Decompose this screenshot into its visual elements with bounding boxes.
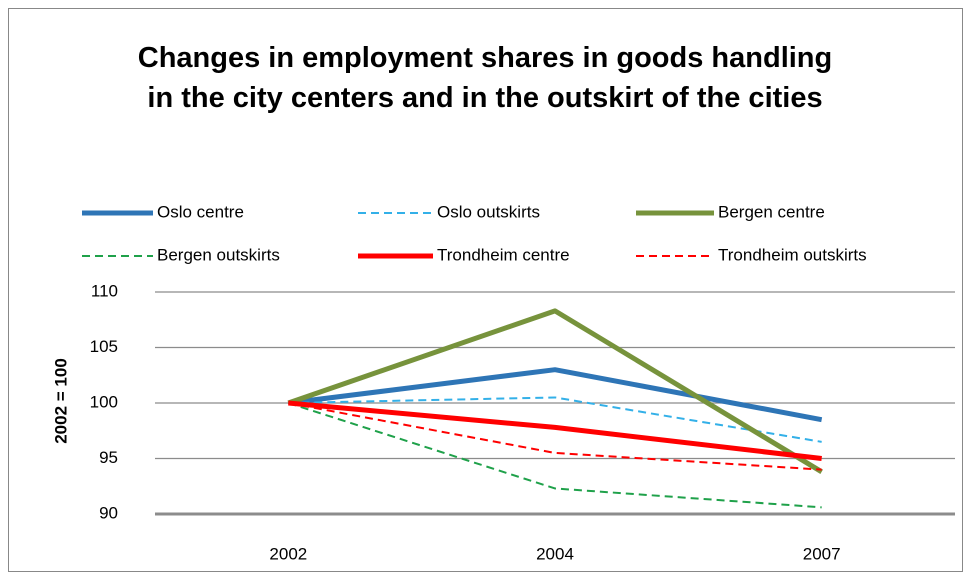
y-axis-label: 2002 = 100 bbox=[51, 358, 70, 444]
series-line bbox=[287, 308, 823, 474]
legend-label: Bergen outskirts bbox=[157, 245, 280, 264]
legend-label: Trondheim outskirts bbox=[718, 245, 867, 264]
series-line bbox=[288, 402, 822, 471]
series-line bbox=[288, 402, 822, 509]
legend-label: Trondheim centre bbox=[437, 245, 570, 264]
series-line bbox=[288, 396, 822, 443]
legend-label: Bergen centre bbox=[718, 202, 825, 221]
y-tick-label: 90 bbox=[99, 503, 118, 522]
legend-label: Oslo centre bbox=[157, 202, 244, 221]
y-tick-label: 110 bbox=[91, 281, 118, 300]
y-tick-label: 100 bbox=[90, 392, 118, 411]
y-tick-label: 105 bbox=[90, 337, 118, 356]
legend-label: Oslo outskirts bbox=[437, 202, 540, 221]
x-tick-label: 2007 bbox=[803, 544, 841, 563]
x-tick-label: 2002 bbox=[269, 544, 307, 563]
x-tick-label: 2004 bbox=[536, 544, 574, 563]
series-line bbox=[288, 400, 822, 461]
y-tick-label: 95 bbox=[99, 448, 118, 467]
chart-title: Changes in employment shares in goods ha… bbox=[137, 42, 833, 114]
series-line bbox=[288, 367, 823, 423]
chart-frame bbox=[8, 8, 963, 572]
